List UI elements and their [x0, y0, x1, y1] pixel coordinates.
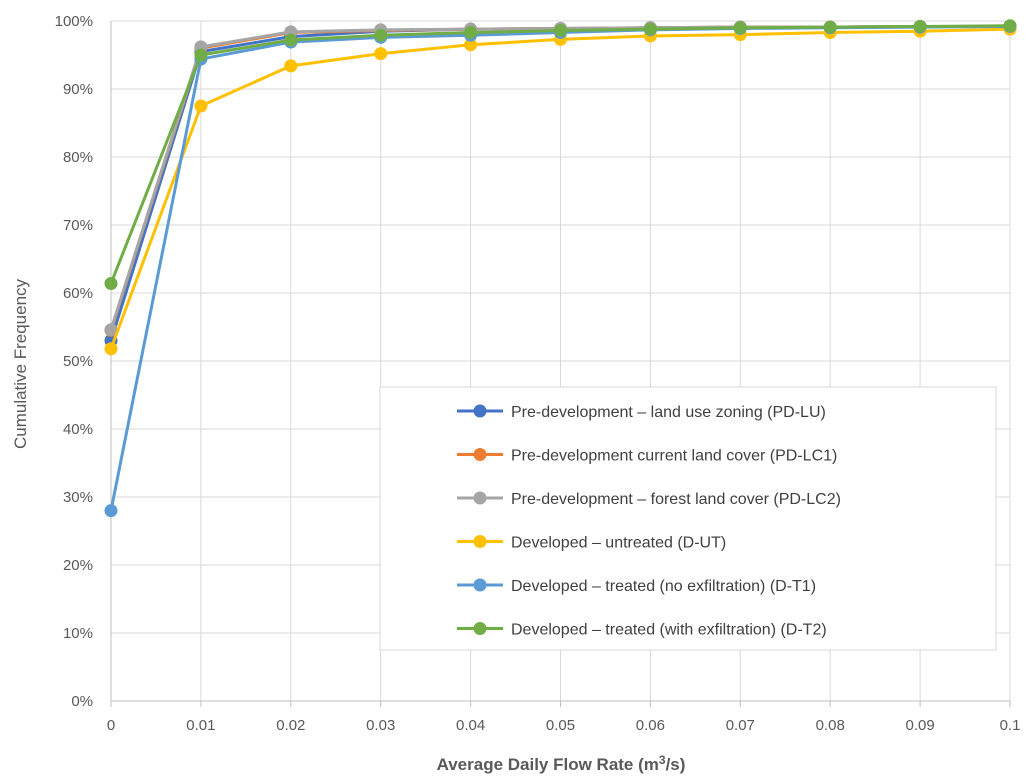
legend-marker: [473, 491, 487, 505]
data-point: [194, 48, 208, 62]
x-tick-label: 0: [107, 717, 115, 734]
x-tick-label: 0.06: [636, 717, 665, 734]
legend-item: Pre-development – forest land cover (PD-…: [457, 491, 841, 508]
x-tick-label: 0.05: [546, 717, 575, 734]
data-point: [104, 276, 118, 290]
legend-item: Developed – treated (no exfiltration) (D…: [457, 578, 816, 595]
series-6: [104, 19, 1017, 290]
data-point: [733, 21, 747, 35]
data-point: [913, 19, 927, 33]
data-point: [374, 47, 388, 61]
x-tick-label: 0.01: [186, 717, 215, 734]
legend-item: Developed – untreated (D-UT): [457, 535, 726, 552]
y-axis-ticks: 0% 10% 20% 30% 40% 50% 60% 70% 80% 90% 100%: [55, 13, 93, 710]
legend-marker: [473, 448, 487, 461]
y-tick-label: 60%: [63, 285, 93, 302]
legend-item: Developed – treated (with exfiltration) …: [457, 622, 827, 639]
legend-label: Pre-development current land cover (PD-L…: [511, 448, 837, 465]
legend-item: Pre-development – land use zoning (PD-LU…: [457, 404, 826, 421]
y-tick-label: 10%: [63, 625, 93, 642]
data-point: [104, 342, 118, 356]
y-tick-label: 30%: [63, 489, 93, 506]
legend-label: Developed – untreated (D-UT): [511, 535, 726, 552]
data-point: [823, 20, 837, 34]
legend-marker: [473, 535, 487, 548]
legend-box: [379, 386, 997, 651]
y-tick-label: 100%: [55, 13, 93, 30]
axes: [110, 21, 1011, 707]
legend-marker: [473, 622, 487, 635]
data-point: [643, 22, 657, 36]
legend-label: Developed – treated (with exfiltration) …: [511, 622, 827, 639]
data-point: [284, 59, 298, 73]
y-tick-label: 80%: [63, 149, 93, 166]
y-tick-label: 40%: [63, 421, 93, 438]
y-tick-label: 70%: [63, 217, 93, 234]
data-point: [194, 99, 208, 113]
legend-item: Pre-development current land cover (PD-L…: [457, 448, 837, 465]
data-point: [284, 33, 298, 47]
series-lines: [104, 19, 1017, 518]
y-tick-label: 90%: [63, 81, 93, 98]
data-point: [554, 24, 567, 38]
legend-items: Pre-development – land use zoning (PD-LU…: [457, 404, 841, 639]
legend-marker: [473, 404, 487, 418]
x-axis-ticks: 0 0.01 0.02 0.03 0.04 0.05 0.06 0.07 0.08 0.09 0.1: [107, 717, 1021, 734]
y-tick-label: 0%: [71, 693, 93, 710]
legend: Pre-development – land use zoning (PD-LU…: [379, 386, 997, 651]
x-tick-label: 0.09: [905, 717, 934, 734]
data-point: [464, 38, 478, 52]
legend-label: Pre-development – forest land cover (PD-…: [511, 491, 841, 508]
x-tick-label: 0.1: [1000, 717, 1021, 734]
x-tick-label: 0.04: [456, 717, 485, 734]
data-point: [104, 323, 118, 337]
legend-label: Pre-development – land use zoning (PD-LU…: [511, 404, 826, 421]
y-axis-title: Cumulative Frequency: [11, 278, 30, 449]
data-point: [1003, 19, 1017, 33]
x-tick-label: 0.02: [276, 717, 305, 734]
x-tick-label: 0.07: [726, 717, 755, 734]
data-point: [104, 504, 118, 518]
data-point: [464, 26, 478, 40]
legend-marker: [473, 578, 487, 592]
x-axis-title: Average Daily Flow Rate (m3/s): [437, 753, 686, 774]
x-tick-label: 0.03: [366, 717, 395, 734]
legend-label: Developed – treated (no exfiltration) (D…: [511, 578, 816, 595]
data-point: [374, 28, 388, 42]
x-tick-label: 0.08: [816, 717, 845, 734]
y-tick-label: 50%: [63, 353, 93, 370]
y-tick-label: 20%: [63, 557, 93, 574]
